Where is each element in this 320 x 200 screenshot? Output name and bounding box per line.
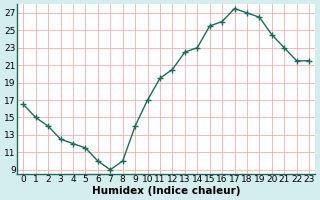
X-axis label: Humidex (Indice chaleur): Humidex (Indice chaleur) (92, 186, 240, 196)
